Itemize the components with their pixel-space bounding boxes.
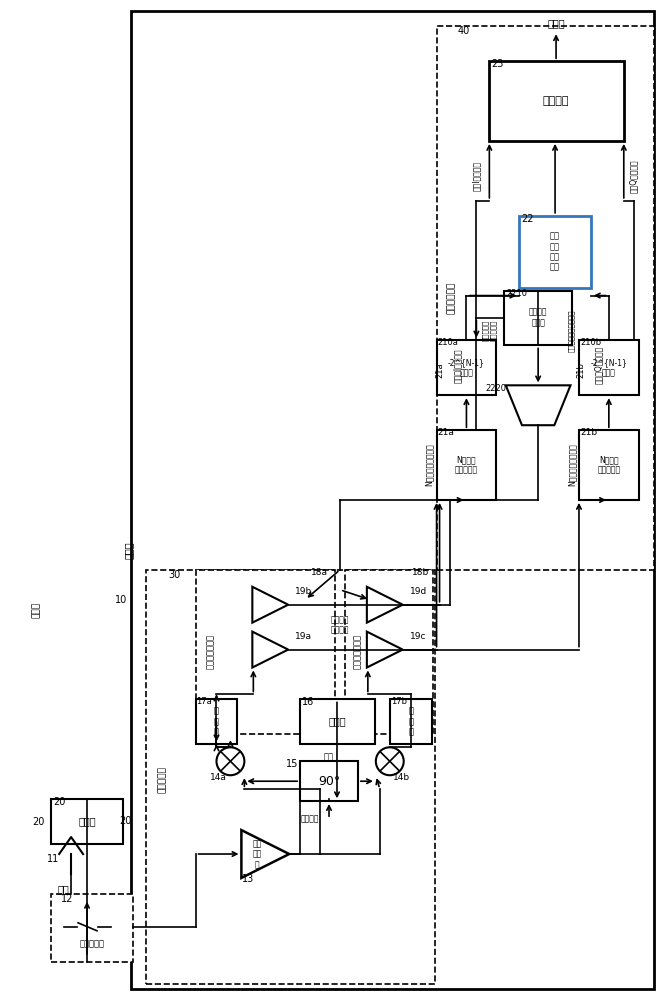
Bar	[390, 699, 432, 744]
Text: 20: 20	[32, 817, 45, 827]
Text: 18b: 18b	[412, 568, 430, 577]
Polygon shape	[506, 385, 570, 425]
Text: 22: 22	[521, 214, 534, 224]
Text: N位模拟
数字转换器: N位模拟 数字转换器	[455, 455, 478, 475]
Circle shape	[217, 747, 244, 775]
Text: 基频解调变器: 基频解调变器	[447, 281, 456, 314]
Text: 滤
波
器: 滤 波 器	[408, 706, 413, 736]
Text: 19b: 19b	[295, 587, 312, 596]
Bar	[51, 894, 133, 962]
Polygon shape	[252, 587, 288, 623]
Text: N位模拟数字转换器: N位模拟数字转换器	[425, 444, 434, 486]
Bar	[195, 570, 335, 734]
Bar	[437, 340, 496, 395]
Text: 天线: 天线	[57, 884, 69, 894]
Text: 21b: 21b	[580, 428, 597, 437]
Text: 载发: 载发	[324, 753, 334, 762]
Bar	[504, 291, 572, 345]
Text: 数字自动增益控制讯号: 数字自动增益控制讯号	[568, 309, 574, 352]
Text: 20: 20	[53, 797, 65, 807]
Text: 接收器: 接收器	[32, 602, 41, 618]
Text: N位模拟数字转换器: N位模拟数字转换器	[568, 444, 576, 486]
Text: 15: 15	[285, 759, 298, 769]
Text: 12: 12	[61, 894, 73, 904]
Text: 18a: 18a	[311, 568, 328, 577]
Text: 14b: 14b	[393, 773, 410, 782]
Text: 90°: 90°	[318, 775, 340, 788]
Bar	[579, 430, 639, 500]
Text: -2^{N-1}
转换器: -2^{N-1} 转换器	[448, 358, 485, 377]
Text: 无符号Q信道讯号: 无符号Q信道讯号	[594, 346, 604, 384]
Text: 20: 20	[119, 816, 131, 826]
Text: 21a: 21a	[438, 428, 454, 437]
Text: 30: 30	[169, 570, 181, 580]
Text: 控制讯号: 控制讯号	[301, 815, 319, 824]
Text: 40: 40	[458, 26, 470, 36]
Bar	[579, 340, 639, 395]
Text: N位模拟
数字转换器: N位模拟 数字转换器	[597, 455, 620, 475]
Text: 14a: 14a	[210, 773, 227, 782]
Text: 21a: 21a	[435, 363, 444, 378]
Text: 发射器: 发射器	[78, 816, 96, 826]
Bar	[195, 699, 237, 744]
Text: 符号Q信道讯号: 符号Q信道讯号	[629, 159, 638, 193]
Text: 数字模拟
转换器: 数字模拟 转换器	[529, 308, 548, 327]
Text: 23: 23	[492, 59, 504, 69]
Text: -2^{N-1}
转换器: -2^{N-1} 转换器	[590, 358, 627, 377]
Text: 210a: 210a	[438, 338, 458, 347]
Bar	[519, 216, 591, 288]
Bar	[300, 699, 375, 744]
Text: 滤
波
器: 滤 波 器	[214, 706, 219, 736]
Bar	[345, 570, 433, 734]
Text: 21b: 21b	[576, 362, 586, 378]
Text: 2210: 2210	[506, 289, 528, 298]
Text: 接收器: 接收器	[124, 541, 134, 559]
Polygon shape	[367, 632, 403, 668]
Text: 可变增益放大器: 可变增益放大器	[206, 634, 215, 669]
Text: 10: 10	[115, 595, 127, 605]
Bar	[437, 26, 654, 570]
Text: 17a: 17a	[197, 697, 212, 706]
Bar	[300, 761, 358, 801]
Polygon shape	[241, 830, 289, 878]
Text: 模拟自动增
益控制讯号: 模拟自动增 益控制讯号	[482, 320, 496, 341]
Polygon shape	[252, 632, 288, 668]
Text: 自动增益
控制讯号: 自动增益 控制讯号	[331, 615, 350, 634]
Polygon shape	[367, 587, 403, 623]
Text: 解调变器: 解调变器	[543, 96, 570, 106]
Bar	[131, 11, 654, 989]
Text: 17b: 17b	[391, 697, 407, 706]
Text: 无符号I信道讯号: 无符号I信道讯号	[453, 348, 462, 383]
Text: 天线切换器: 天线切换器	[79, 939, 105, 948]
Bar	[490, 61, 624, 141]
Text: 16: 16	[302, 697, 314, 707]
Text: 19c: 19c	[410, 632, 426, 641]
Bar	[146, 570, 435, 984]
Text: 19a: 19a	[295, 632, 312, 641]
Bar	[437, 430, 496, 500]
Text: 自动
增益
控制
装置: 自动 增益 控制 装置	[550, 232, 560, 272]
Text: 2220: 2220	[486, 384, 506, 393]
Circle shape	[376, 747, 404, 775]
Text: 11: 11	[47, 854, 59, 864]
Text: 低杂
声放
大: 低杂 声放 大	[253, 839, 262, 869]
Bar	[51, 799, 123, 844]
Text: 符号I信道讯号: 符号I信道讯号	[472, 161, 481, 191]
Text: 210b: 210b	[580, 338, 601, 347]
Text: 射频接收器: 射频接收器	[158, 766, 167, 793]
Text: 13: 13	[242, 874, 255, 884]
Text: 19d: 19d	[410, 587, 427, 596]
Text: 合成器: 合成器	[328, 716, 346, 726]
Text: 解调器: 解调器	[547, 18, 565, 28]
Text: 可变增益放大器: 可变增益放大器	[354, 634, 362, 669]
